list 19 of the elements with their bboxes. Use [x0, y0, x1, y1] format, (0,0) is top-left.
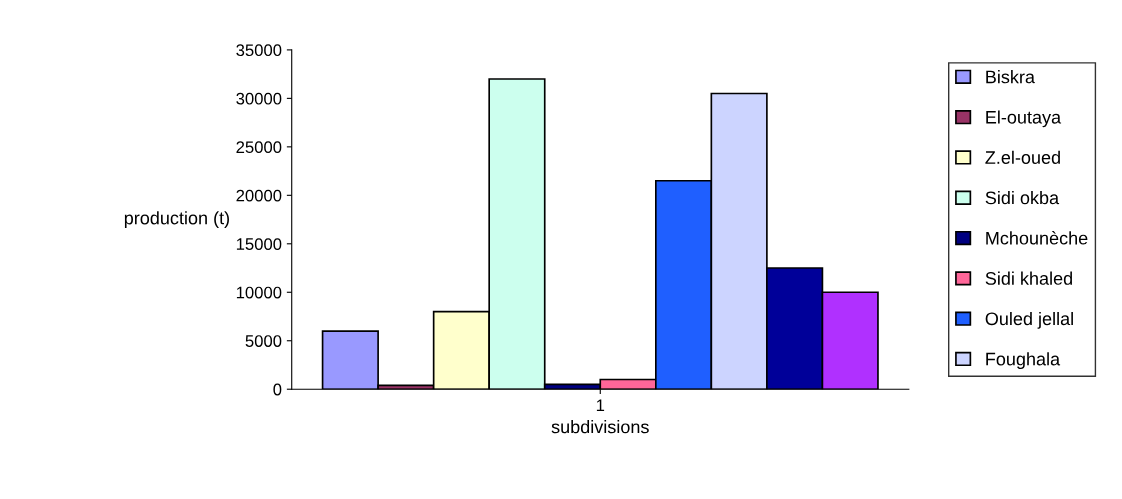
y-tick-label: 15000 — [236, 238, 282, 250]
legend-label: Sidi okba — [985, 190, 1060, 205]
x-axis-title: subdivisions — [551, 420, 649, 434]
x-tick-label: 1 — [596, 399, 605, 412]
legend-label: El-outaya — [986, 110, 1062, 128]
legend-label: Foughala — [986, 352, 1061, 370]
y-tick-label: 0 — [273, 383, 282, 396]
y-tick-label: 10000 — [236, 286, 282, 299]
y-tick-label: 35000 — [236, 44, 282, 57]
y-axis-title: production (t) — [124, 211, 229, 228]
legend-label: Z.el-oued — [985, 150, 1060, 164]
y-tick-label: 30000 — [236, 92, 282, 105]
legend-label: Biskra — [986, 70, 1035, 84]
y-tick-label: 20000 — [236, 189, 282, 202]
y-tick-label: 5000 — [245, 335, 282, 347]
legend-label: Mchounèche — [986, 231, 1088, 245]
legend-label: Sidi khaled — [985, 271, 1072, 285]
legend-label: Ouled jellal — [985, 311, 1073, 329]
y-tick-label: 25000 — [236, 141, 282, 154]
